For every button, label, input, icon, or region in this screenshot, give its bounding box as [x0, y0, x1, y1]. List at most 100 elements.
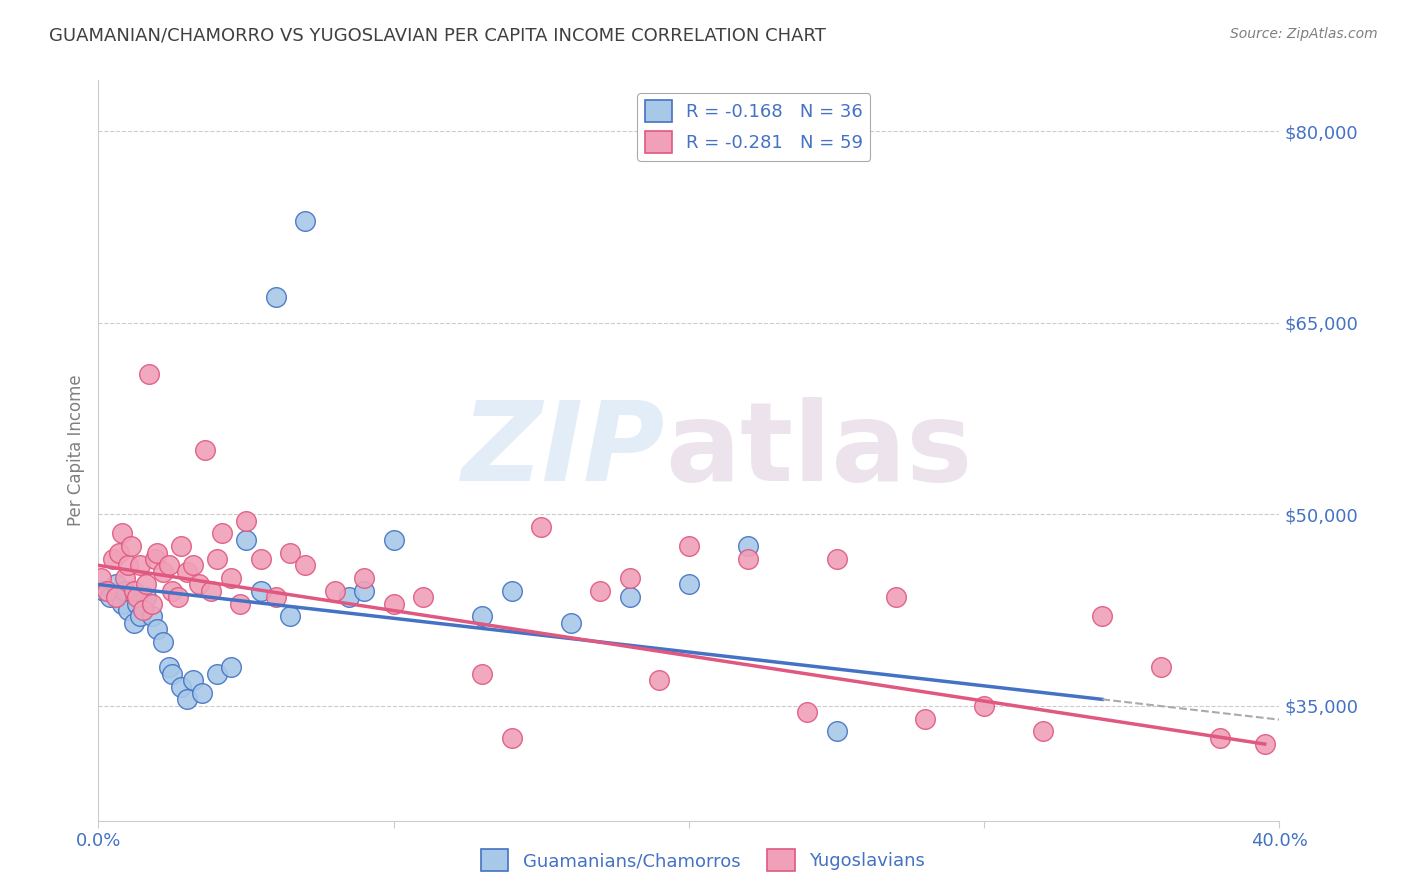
Y-axis label: Per Capita Income: Per Capita Income: [66, 375, 84, 526]
Point: [170, 680, 193, 694]
Text: atlas: atlas: [665, 397, 973, 504]
Point: [122, 615, 145, 630]
Point: [560, 615, 582, 630]
Point: [120, 539, 142, 553]
Point: [235, 533, 257, 547]
Point: [264, 290, 287, 304]
Point: [1150, 660, 1173, 674]
Point: [973, 698, 995, 713]
Point: [152, 635, 174, 649]
Point: [250, 583, 273, 598]
Text: GUAMANIAN/CHAMORRO VS YUGOSLAVIAN PER CAPITA INCOME CORRELATION CHART: GUAMANIAN/CHAMORRO VS YUGOSLAVIAN PER CA…: [49, 27, 827, 45]
Point: [125, 591, 148, 605]
Point: [176, 565, 198, 579]
Point: [117, 603, 139, 617]
Point: [135, 577, 157, 591]
Point: [737, 539, 759, 553]
Point: [108, 545, 131, 559]
Point: [501, 583, 523, 598]
Point: [280, 545, 302, 559]
Point: [648, 673, 671, 688]
Point: [111, 526, 134, 541]
Point: [191, 686, 214, 700]
Point: [471, 666, 494, 681]
Point: [162, 583, 183, 598]
Point: [98, 591, 121, 605]
Point: [1254, 737, 1277, 751]
Point: [221, 660, 243, 674]
Point: [105, 577, 128, 591]
Text: ZIP: ZIP: [461, 397, 665, 504]
Point: [181, 673, 204, 688]
Point: [205, 552, 228, 566]
Point: [96, 583, 118, 598]
Point: [152, 565, 174, 579]
Point: [132, 603, 155, 617]
Point: [589, 583, 612, 598]
Point: [412, 591, 434, 605]
Point: [146, 545, 169, 559]
Point: [114, 571, 136, 585]
Point: [796, 705, 818, 719]
Point: [211, 526, 233, 541]
Point: [471, 609, 494, 624]
Point: [353, 571, 375, 585]
Point: [128, 609, 150, 624]
Point: [1032, 724, 1054, 739]
Point: [737, 552, 759, 566]
Point: [914, 712, 936, 726]
Point: [187, 577, 209, 591]
Point: [530, 520, 553, 534]
Legend: R = -0.168   N = 36, R = -0.281   N = 59: R = -0.168 N = 36, R = -0.281 N = 59: [637, 93, 870, 161]
Point: [1091, 609, 1114, 624]
Point: [105, 591, 128, 605]
Point: [250, 552, 273, 566]
Point: [221, 571, 243, 585]
Point: [382, 533, 405, 547]
Point: [235, 514, 257, 528]
Point: [128, 558, 150, 573]
Point: [162, 666, 183, 681]
Point: [501, 731, 523, 745]
Text: Source: ZipAtlas.com: Source: ZipAtlas.com: [1230, 27, 1378, 41]
Point: [167, 591, 190, 605]
Point: [619, 571, 641, 585]
Point: [619, 591, 641, 605]
Point: [135, 591, 157, 605]
Point: [280, 609, 302, 624]
Point: [146, 622, 169, 636]
Point: [138, 367, 160, 381]
Point: [678, 539, 700, 553]
Point: [157, 558, 180, 573]
Legend: Guamanians/Chamorros, Yugoslavians: Guamanians/Chamorros, Yugoslavians: [474, 842, 932, 879]
Point: [122, 583, 145, 598]
Point: [93, 583, 115, 598]
Point: [353, 583, 375, 598]
Point: [181, 558, 204, 573]
Point: [90, 571, 112, 585]
Point: [157, 660, 180, 674]
Point: [194, 443, 217, 458]
Point: [111, 597, 134, 611]
Point: [884, 591, 907, 605]
Point: [825, 724, 848, 739]
Point: [114, 583, 136, 598]
Point: [382, 597, 405, 611]
Point: [1209, 731, 1232, 745]
Point: [339, 591, 361, 605]
Point: [117, 558, 139, 573]
Point: [143, 552, 166, 566]
Point: [323, 583, 346, 598]
Point: [141, 597, 163, 611]
Point: [176, 692, 198, 706]
Point: [678, 577, 700, 591]
Point: [264, 591, 287, 605]
Point: [170, 539, 193, 553]
Point: [103, 552, 125, 566]
Point: [205, 666, 228, 681]
Point: [200, 583, 222, 598]
Point: [229, 597, 252, 611]
Point: [141, 609, 163, 624]
Point: [825, 552, 848, 566]
Point: [294, 213, 316, 227]
